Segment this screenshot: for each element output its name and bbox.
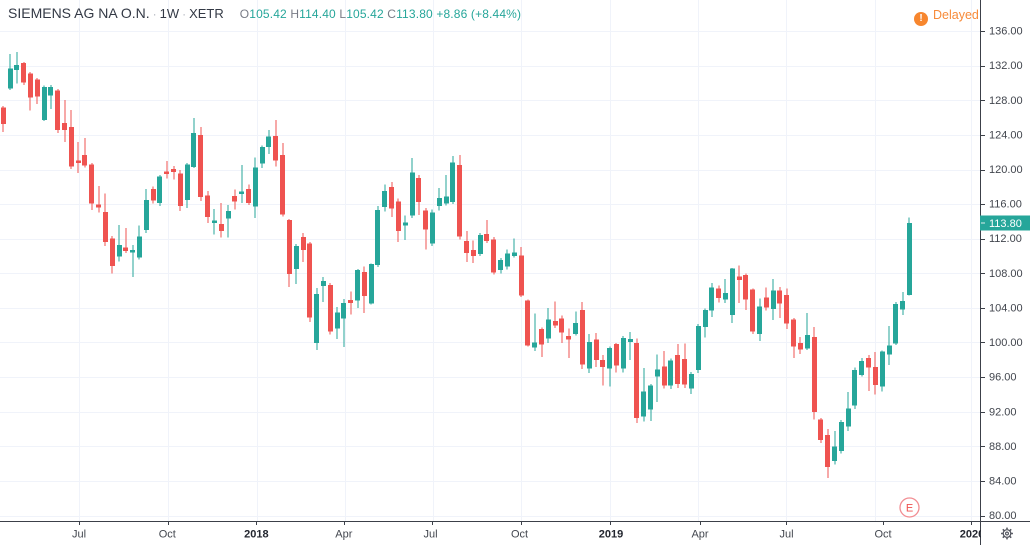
svg-text:128.00: 128.00 (989, 95, 1023, 107)
svg-text:Oct: Oct (874, 529, 891, 541)
svg-text:2020: 2020 (960, 529, 984, 541)
svg-text:116.00: 116.00 (989, 199, 1022, 211)
svg-text:Apr: Apr (335, 529, 352, 541)
svg-text:113.80: 113.80 (989, 218, 1022, 230)
svg-text:E: E (906, 503, 913, 515)
svg-text:92.00: 92.00 (989, 406, 1017, 418)
svg-text:120.00: 120.00 (989, 164, 1023, 176)
svg-text:88.00: 88.00 (989, 441, 1017, 453)
svg-text:112.00: 112.00 (989, 233, 1022, 245)
svg-text:96.00: 96.00 (989, 372, 1017, 384)
svg-text:132.00: 132.00 (989, 60, 1023, 72)
svg-text:108.00: 108.00 (989, 268, 1023, 280)
svg-text:Jul: Jul (72, 529, 86, 541)
svg-text:100.00: 100.00 (989, 337, 1023, 349)
svg-text:Apr: Apr (691, 529, 708, 541)
svg-text:Oct: Oct (159, 529, 176, 541)
svg-text:124.00: 124.00 (989, 129, 1023, 141)
svg-text:136.00: 136.00 (989, 26, 1023, 38)
svg-text:Oct: Oct (511, 529, 528, 541)
svg-text:104.00: 104.00 (989, 302, 1023, 314)
svg-text:84.00: 84.00 (989, 476, 1017, 488)
svg-text:2019: 2019 (599, 529, 623, 541)
svg-text:80.00: 80.00 (989, 510, 1017, 522)
svg-text:Jul: Jul (423, 529, 437, 541)
svg-text:2018: 2018 (244, 529, 268, 541)
svg-text:Jul: Jul (779, 529, 793, 541)
